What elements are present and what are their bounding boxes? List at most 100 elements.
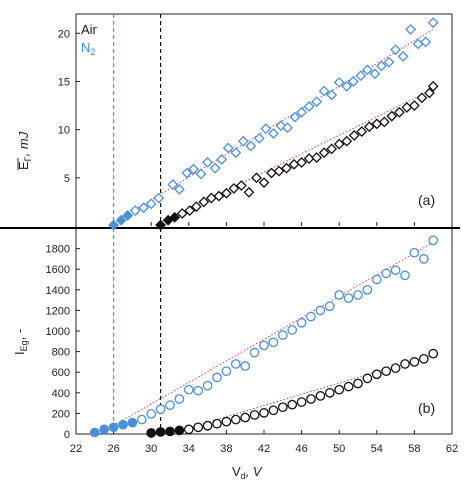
panel-a-ylabel-unit: , mJ bbox=[16, 131, 31, 156]
panel-b-point-n2-open bbox=[324, 301, 335, 312]
panel-a-point-n2-open bbox=[129, 205, 141, 217]
legend-air-label: Air bbox=[81, 22, 98, 37]
panel-a-point-n2-open bbox=[195, 168, 207, 180]
panel-a-point-n2-open bbox=[282, 122, 293, 134]
panel-b-point-air-open bbox=[353, 378, 363, 389]
panel-b-point-n2-open bbox=[409, 247, 420, 258]
panel-b-point-n2-open bbox=[362, 284, 373, 295]
panel-b-ytick-label: 1800 bbox=[46, 244, 70, 256]
panel-b-point-air-filled bbox=[146, 428, 157, 438]
panel-a-point-air-open bbox=[296, 156, 308, 168]
legend-n2-label: N2 bbox=[81, 40, 95, 57]
panel-a-point-n2-open bbox=[420, 36, 432, 48]
panel-b-point-n2-open bbox=[306, 311, 316, 322]
panel-b-point-n2-filled bbox=[118, 419, 128, 430]
panel-a-point-air-filled bbox=[169, 211, 181, 223]
panel-b-ytick-label: 1400 bbox=[46, 285, 70, 297]
panel-a-point-n2-open bbox=[216, 154, 228, 165]
panel-a-point-n2-open bbox=[153, 192, 165, 204]
x-tick-label: 42 bbox=[258, 443, 270, 455]
panel-b-point-air-filled bbox=[155, 427, 166, 437]
panel-b-ytick-label: 200 bbox=[52, 408, 70, 420]
panel-b-point-air-open bbox=[268, 405, 279, 416]
panel-a-point-air-open bbox=[356, 126, 368, 137]
panel-a-point-n2-open bbox=[209, 162, 221, 174]
panel-b-point-air-open bbox=[183, 424, 194, 435]
panel-b-point-n2-filled bbox=[89, 427, 100, 438]
panel-a-point-n2-open bbox=[397, 50, 409, 62]
panel-a-point-air-open bbox=[424, 87, 435, 99]
x-axis-label-main: V bbox=[232, 464, 241, 479]
panel-b-point-air-open bbox=[400, 359, 410, 369]
panel-a-point-n2-open bbox=[145, 198, 157, 210]
panel-a-point-air-open bbox=[190, 201, 202, 213]
panel-a-point-n2-open bbox=[289, 111, 301, 123]
panel-a-point-n2-open bbox=[405, 23, 417, 35]
x-tick-label: 30 bbox=[145, 443, 157, 455]
x-axis-label-unit: , V bbox=[246, 464, 263, 479]
panel-b-ytick-label: 0 bbox=[64, 429, 70, 441]
panel-a-point-air-open bbox=[220, 187, 232, 199]
panel-b-point-air-open bbox=[306, 394, 316, 404]
panel-b-point-n2-open bbox=[334, 290, 345, 300]
panel-b-ylabel-main: I bbox=[12, 351, 27, 355]
panel-a-point-n2-open bbox=[333, 76, 345, 88]
panel-b-point-air-open bbox=[212, 418, 222, 429]
panel-a-point-n2-open bbox=[260, 123, 272, 135]
panel-b-ylabel-unit: , - bbox=[12, 329, 27, 341]
panel-b-point-n2-filled bbox=[127, 417, 138, 428]
panel-b-ytick-label: 400 bbox=[52, 388, 70, 400]
panel-a-point-air-open bbox=[251, 172, 262, 184]
x-tick-label: 22 bbox=[70, 443, 82, 455]
panel-b-point-n2-open bbox=[400, 270, 410, 281]
legend-n2-sub: 2 bbox=[90, 47, 95, 57]
panel-b-point-n2-open bbox=[381, 268, 392, 279]
panel-b-point-air-open bbox=[381, 366, 392, 377]
panel-b: 0 200 400 600 800 1000 1200 1400 1600 1800 22 26 30 3… bbox=[46, 228, 458, 455]
panel-b-point-n2-open bbox=[146, 409, 157, 419]
panel-b-point-n2-open bbox=[353, 290, 363, 300]
panel-b-point-n2-open bbox=[193, 385, 204, 396]
panel-b-point-air-open bbox=[287, 399, 298, 410]
panel-a-point-air-open bbox=[184, 205, 196, 217]
panel-a-point-n2-open bbox=[138, 202, 150, 214]
panel-a-point-air-open bbox=[228, 182, 240, 194]
panel-b-point-air-open bbox=[315, 391, 326, 401]
panel-a-point-air-open bbox=[243, 186, 255, 198]
panel-a-ylabel: EΓ, mJ bbox=[16, 131, 33, 170]
panel-b-ytick-label: 1200 bbox=[46, 305, 70, 317]
panel-a-ytick-label: 15 bbox=[58, 76, 70, 88]
x-tick-label: 58 bbox=[408, 443, 420, 455]
panel-b-point-n2-filled bbox=[108, 422, 119, 433]
panel-a: 5 10 15 20 bbox=[58, 14, 453, 231]
panel-a-ylabel-main: E bbox=[16, 161, 31, 170]
panel-b-point-air-open bbox=[409, 357, 420, 367]
panel-a-point-air-open bbox=[401, 102, 413, 113]
x-tick-label: 38 bbox=[220, 443, 232, 455]
panel-a-ytick-label: 10 bbox=[58, 125, 70, 137]
panel-b-point-n2-open bbox=[221, 366, 232, 377]
panel-a-point-n2-open bbox=[347, 76, 359, 87]
panel-b-point-n2-open bbox=[230, 359, 241, 369]
panel-a-point-air-open bbox=[363, 121, 375, 133]
panel-b-point-air-open bbox=[428, 348, 439, 359]
panel-a-point-n2-open bbox=[267, 128, 279, 139]
panel-a-label: (a) bbox=[418, 192, 435, 208]
panel-b-point-air-open bbox=[230, 414, 241, 425]
panel-b-point-air-open bbox=[324, 387, 335, 398]
panel-b-point-air-open bbox=[296, 397, 307, 407]
x-tick-label: 34 bbox=[183, 443, 195, 455]
panel-b-point-n2-open bbox=[155, 404, 166, 415]
panel-b-point-air-open bbox=[418, 353, 429, 364]
panel-b-point-air-open bbox=[240, 412, 251, 423]
x-tick-label: 50 bbox=[333, 443, 345, 455]
panel-a-point-air-open bbox=[258, 177, 270, 189]
panel-b-point-n2-open bbox=[249, 347, 260, 358]
panel-a-ytick-label: 20 bbox=[58, 28, 70, 40]
panel-a-point-n2-open bbox=[245, 140, 257, 152]
x-tick-label: 26 bbox=[107, 443, 119, 455]
panel-a-point-n2-open bbox=[237, 135, 249, 147]
panel-b-point-air-filled bbox=[174, 425, 185, 436]
panel-a-point-air-open bbox=[348, 129, 360, 141]
panel-b-point-air-open bbox=[202, 420, 213, 431]
